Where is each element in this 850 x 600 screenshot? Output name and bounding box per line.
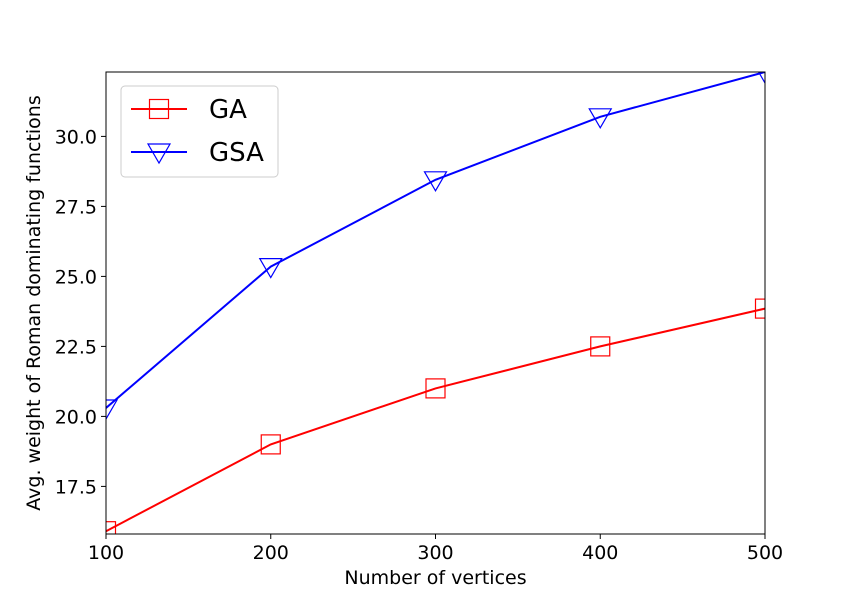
- x-tick-label: 200: [253, 542, 289, 564]
- data-point-ga: [425, 378, 446, 399]
- y-tick-label: 30.0: [55, 126, 97, 148]
- data-point-ga: [106, 521, 117, 534]
- x-tick-label: 100: [88, 542, 124, 564]
- x-tick-label: 400: [582, 542, 618, 564]
- y-tick-label: 20.0: [55, 406, 97, 428]
- data-point-gsa: [757, 72, 765, 85]
- y-tick-label: 25.0: [55, 266, 97, 288]
- series-line-gsa: [106, 72, 765, 409]
- plot-area: [106, 72, 765, 534]
- series-group: [106, 72, 765, 534]
- data-point-gsa: [588, 108, 613, 129]
- data-point-ga: [754, 298, 765, 319]
- legend: GA GSA: [120, 85, 279, 178]
- y-tick-label: 22.5: [55, 336, 97, 358]
- x-tick-label: 300: [417, 542, 453, 564]
- data-point-ga: [260, 434, 281, 455]
- legend-label: GSA: [209, 138, 264, 168]
- y-axis-label: Avg. weight of Roman dominating function…: [23, 95, 45, 510]
- data-point-gsa: [258, 258, 283, 279]
- x-tick-label: 500: [747, 542, 783, 564]
- x-axis: 100 200 300 400 500: [88, 534, 783, 564]
- y-tick-label: 27.5: [55, 196, 97, 218]
- legend-label: GA: [209, 95, 247, 125]
- data-point-gsa: [423, 171, 448, 192]
- legend-marker: [146, 143, 172, 165]
- legend-marker: [148, 98, 170, 120]
- data-point-ga: [590, 336, 611, 357]
- y-axis: 17.5 20.0 22.5 25.0 27.5 30.0: [55, 126, 106, 498]
- series-line-ga: [106, 307, 765, 533]
- x-axis-label: Number of vertices: [344, 567, 526, 589]
- y-tick-label: 17.5: [55, 476, 97, 498]
- data-point-gsa: [106, 399, 119, 421]
